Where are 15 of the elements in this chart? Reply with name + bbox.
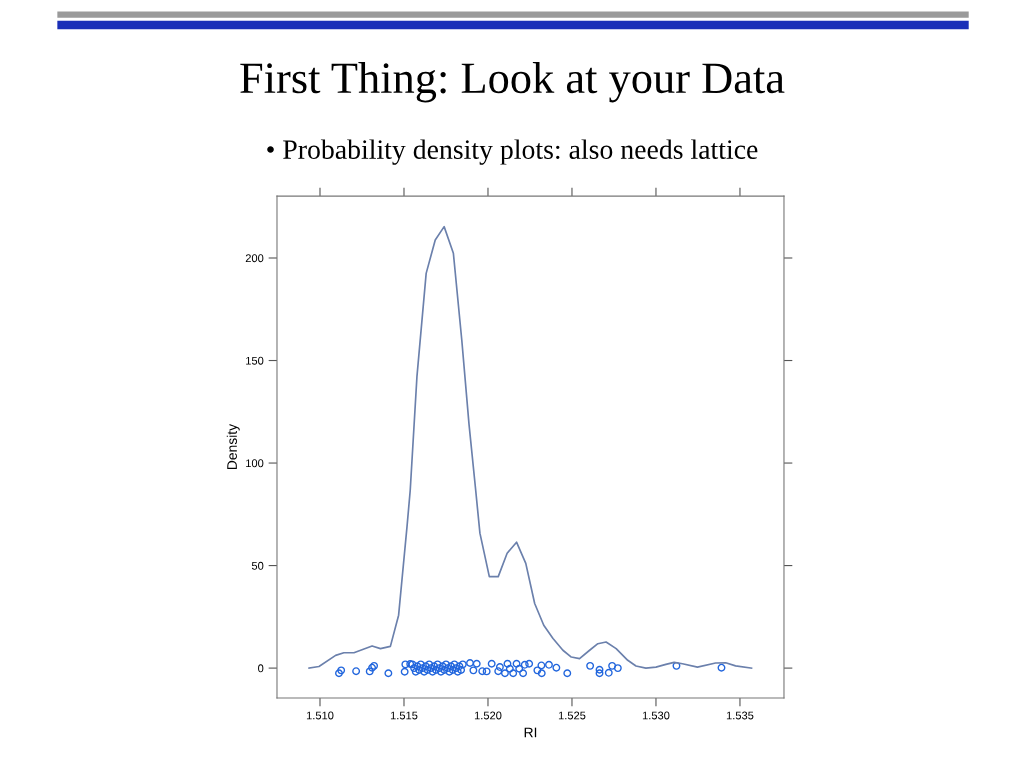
x-tick-label: 1.525 [558, 711, 586, 720]
x-tick-label: 1.510 [306, 711, 334, 720]
y-tick-label: 200 [245, 254, 264, 263]
x-axis-title: RI [524, 727, 537, 738]
y-axis-title: Density [226, 423, 240, 470]
y-tick-label: 150 [246, 356, 264, 365]
chart-title: First Thing: Look at your Data [240, 61, 785, 103]
y-tick-label: 100 [246, 459, 264, 468]
x-tick-label: 1.530 [642, 711, 670, 720]
x-tick-label: 1.520 [474, 711, 502, 720]
x-tick-label: 1.515 [390, 711, 418, 720]
chart-subtitle: • Probability density plots: also needs lattice [267, 139, 758, 165]
y-tick-label: 50 [251, 561, 264, 570]
y-tick-label: 0 [258, 664, 264, 673]
x-tick-label: 1.535 [726, 711, 754, 720]
